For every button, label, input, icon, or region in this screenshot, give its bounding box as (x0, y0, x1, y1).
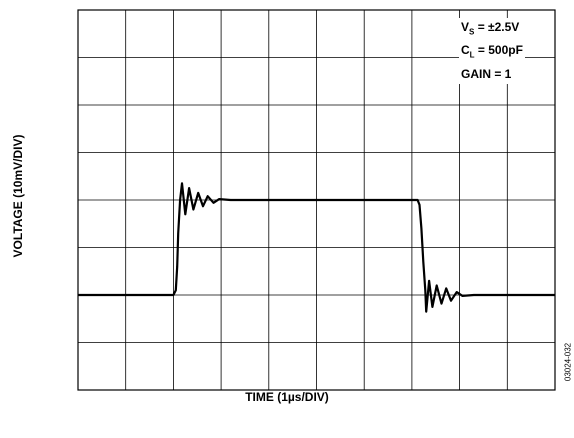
figure-id: 03024-032 (563, 342, 573, 382)
condition-annotations: VS = ±2.5V CL = 500pF GAIN = 1 (459, 18, 525, 84)
annotation-supply: VS = ±2.5V (461, 20, 520, 37)
y-axis-label: VOLTAGE (10mV/DIV) (11, 134, 25, 258)
annotation-gain: GAIN = 1 (461, 66, 512, 81)
annotation-load: CL = 500pF (461, 43, 523, 60)
x-axis-label: TIME (1µs/DIV) (245, 390, 329, 404)
signal-trace (78, 182, 555, 313)
